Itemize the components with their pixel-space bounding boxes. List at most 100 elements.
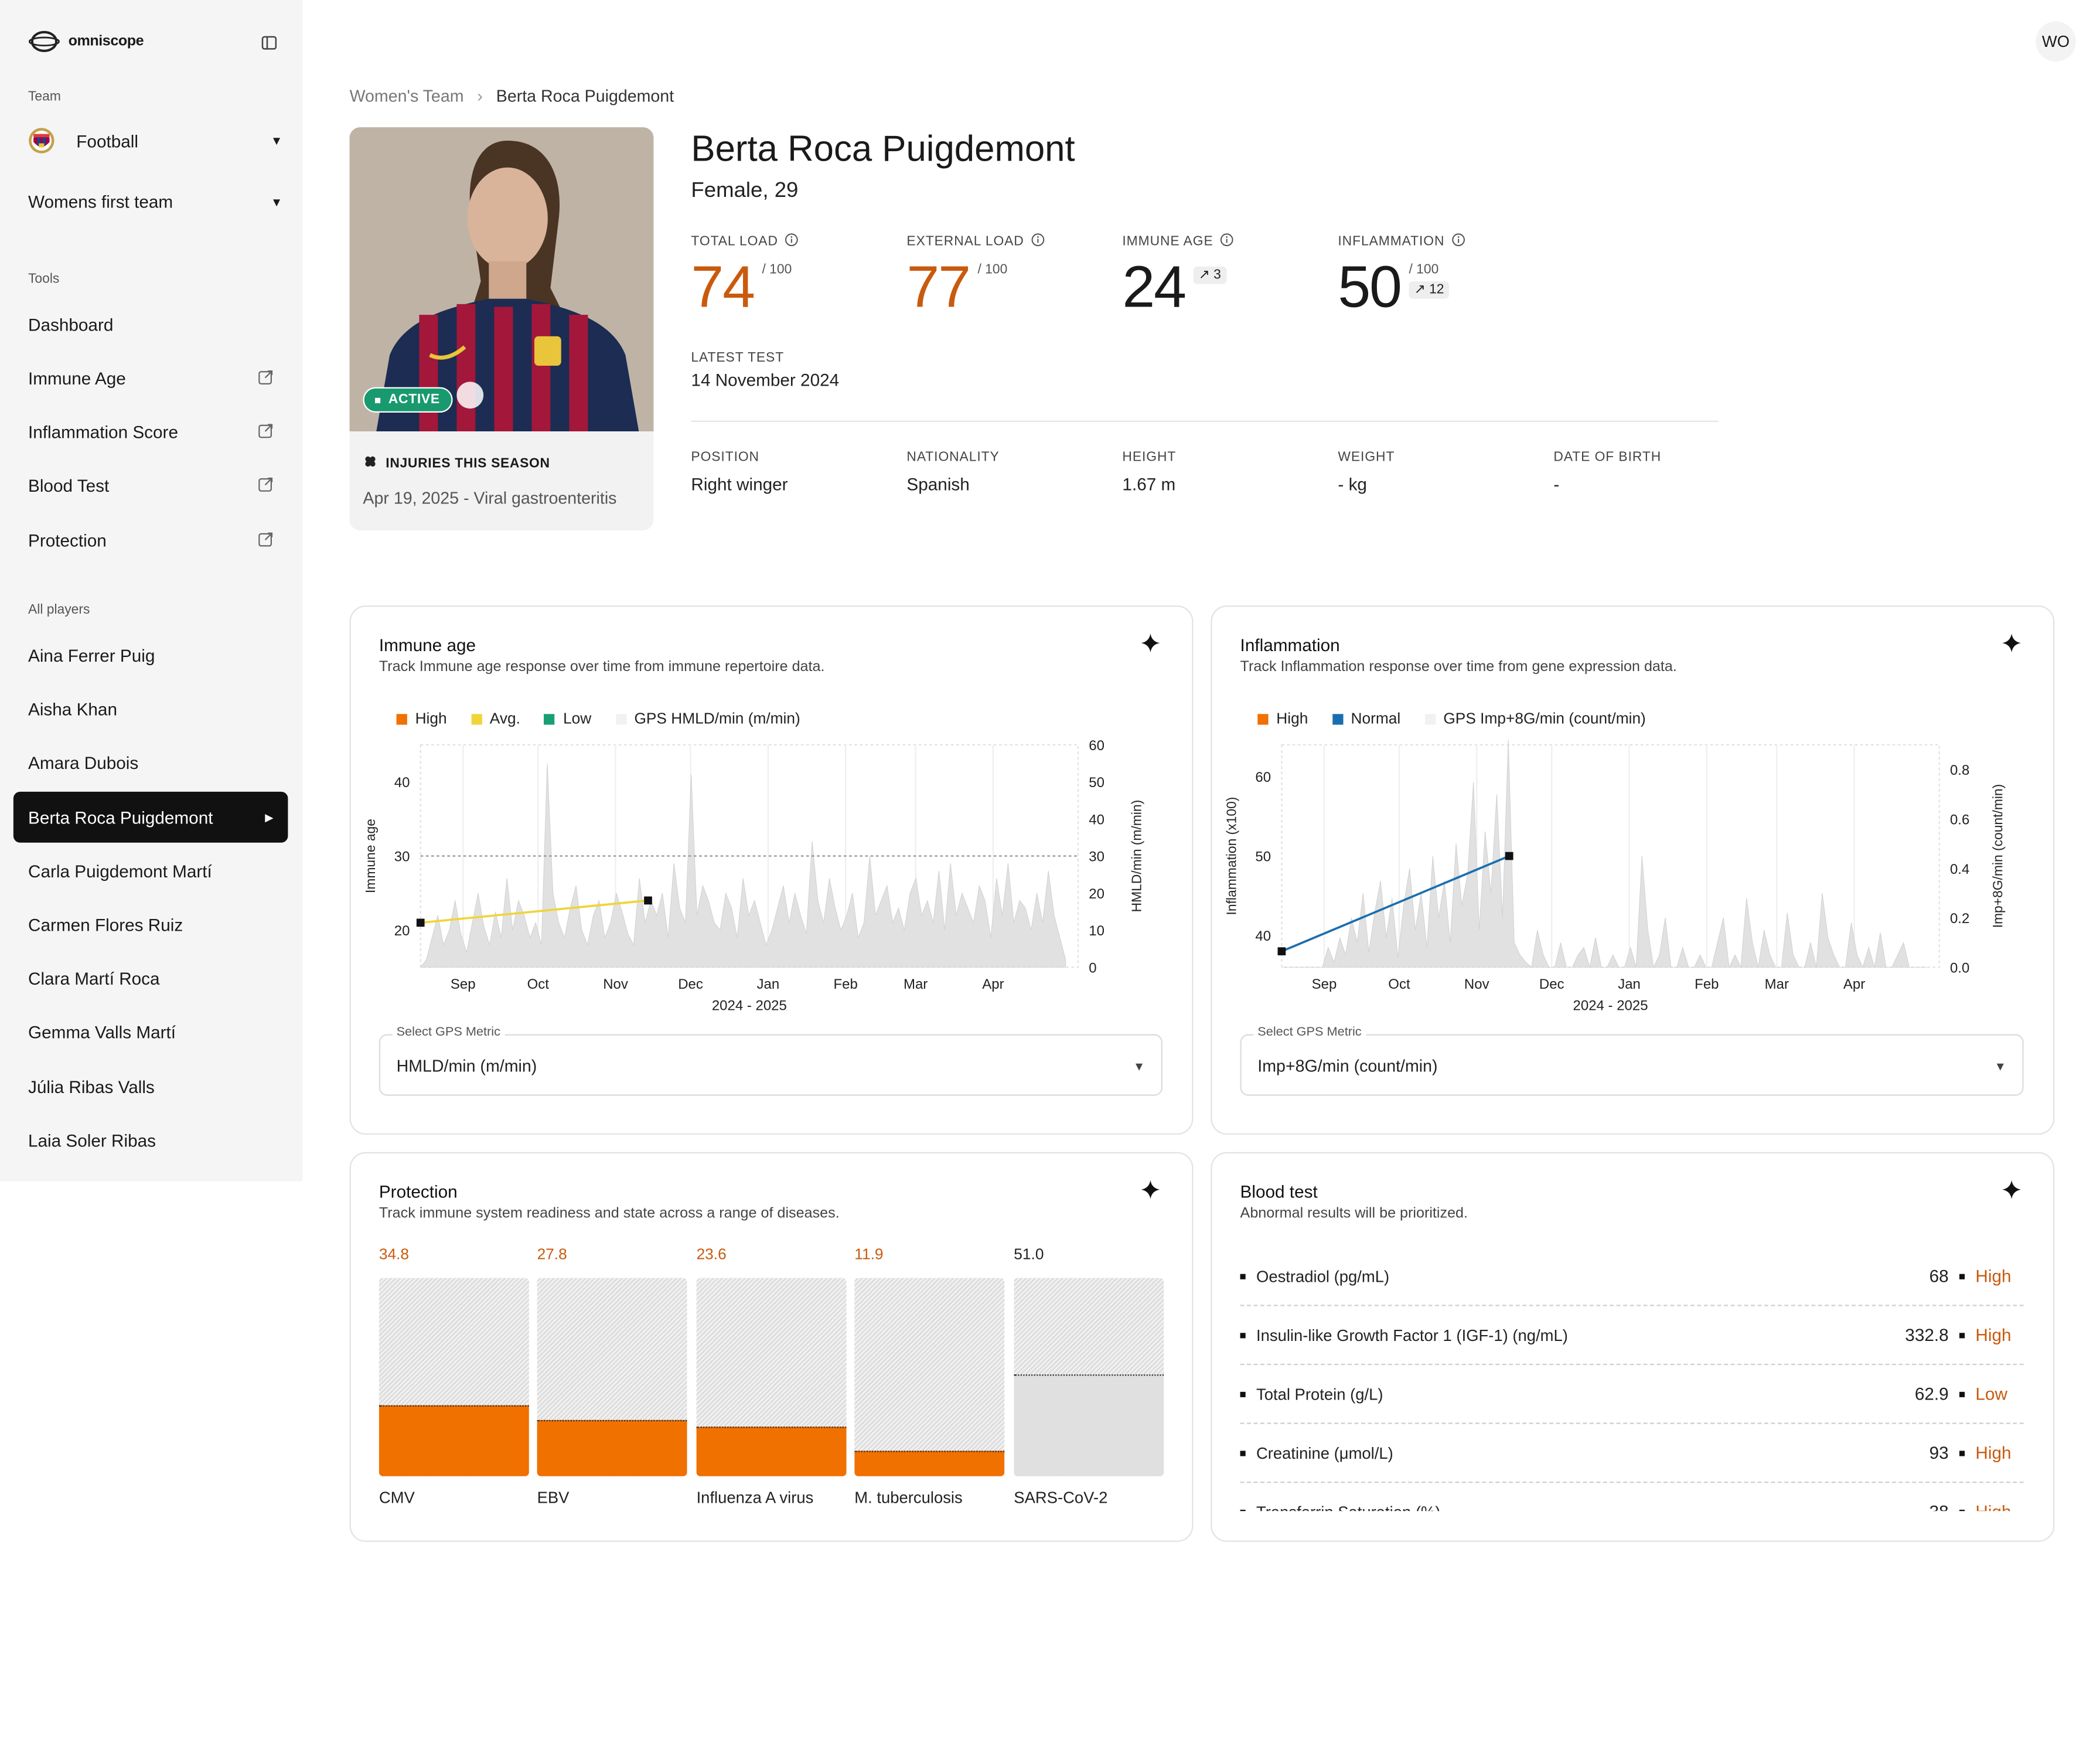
kpi-max: / 100: [1409, 262, 1439, 278]
external-link-icon: [258, 421, 273, 441]
info-icon[interactable]: [1220, 233, 1233, 251]
sidebar-item-label: Amara Dubois: [28, 752, 139, 772]
protection-bar[interactable]: [696, 1278, 847, 1476]
protection-bar[interactable]: [379, 1278, 529, 1476]
chevron-down-icon: ▼: [270, 195, 283, 209]
protection-label: SARS-CoV-2: [1014, 1488, 1108, 1507]
sparkle-icon[interactable]: [2002, 1180, 2021, 1206]
sidebar-item-blood-test[interactable]: Blood Test: [13, 459, 288, 510]
sidebar-item-player[interactable]: Amara Dubois: [13, 737, 288, 788]
card-title: Inflammation: [1240, 635, 1340, 655]
sidebar-item-protection[interactable]: Protection: [13, 515, 288, 566]
protection-label: EBV: [537, 1488, 570, 1507]
protection-value: 23.6: [696, 1247, 727, 1264]
sidebar-item-player-active[interactable]: Berta Roca Puigdemont ▶: [13, 791, 288, 843]
sidebar-item-player[interactable]: Júlia Ribas Valls: [13, 1061, 288, 1112]
x-tick-label: Sep: [1312, 976, 1337, 992]
protection-value: 34.8: [379, 1247, 410, 1264]
sidebar-item-player[interactable]: Gemma Valls Martí: [13, 1006, 288, 1057]
select-value: HMLD/min (m/min): [396, 1057, 537, 1076]
chevron-down-icon: ▼: [1133, 1059, 1146, 1073]
y2-tick-label: 0: [1089, 960, 1096, 976]
sidebar-item-player[interactable]: Carmen Flores Ruiz: [13, 899, 288, 950]
sparkle-icon[interactable]: [1141, 1180, 1160, 1206]
kpi-value: 24: [1122, 254, 1187, 321]
inflammation-chart: 40 50 60 0.0 0.2 0.4 0.6 0.8 Sep Oct Nov Dec Jan Feb M…: [1224, 740, 2005, 1013]
blood-test-row[interactable]: Transferrin Saturation (%) 38 High: [1240, 1483, 2024, 1511]
legend-label: Low: [563, 711, 592, 728]
legend-item[interactable]: Avg.: [471, 712, 520, 727]
legend-item[interactable]: Normal: [1332, 712, 1400, 727]
user-avatar[interactable]: WO: [2036, 21, 2076, 62]
gps-metric-select[interactable]: Select GPS Metric Imp+8G/min (count/min)…: [1240, 1024, 2024, 1096]
kpi-max: / 100: [762, 262, 792, 278]
protection-value: 11.9: [854, 1247, 884, 1264]
sidebar-item-immune-age[interactable]: Immune Age: [13, 352, 288, 403]
blood-test-row[interactable]: Creatinine (μmol/L) 93 High: [1240, 1424, 2024, 1483]
legend-item[interactable]: High: [1257, 712, 1308, 727]
player-photo: [349, 127, 654, 431]
x-tick-label: Feb: [1695, 976, 1719, 992]
legend-item[interactable]: GPS Imp+8G/min (count/min): [1424, 712, 1646, 727]
x-tick-label: Nov: [1464, 976, 1489, 992]
sidebar-item-player[interactable]: Laia Soler Ribas: [13, 1115, 288, 1166]
select-label: Select GPS Metric: [392, 1024, 504, 1040]
protection-bar[interactable]: [1014, 1278, 1164, 1476]
x-tick-label: Jan: [1618, 976, 1641, 992]
gps-metric-select[interactable]: Select GPS Metric HMLD/min (m/min) ▼: [379, 1024, 1162, 1096]
blood-test-status: High: [1975, 1265, 2012, 1286]
club-crest-icon: [29, 128, 54, 154]
info-icon[interactable]: [785, 233, 798, 251]
y-axis-label: Immune age: [363, 819, 378, 893]
y2-axis-label: HMLD/min (m/min): [1129, 800, 1144, 913]
sidebar-item-player[interactable]: Carla Puigdemont Martí: [13, 845, 288, 896]
sidebar-item-inflammation-score[interactable]: Inflammation Score: [13, 406, 288, 457]
card-description: Track Inflammation response over time fr…: [1240, 659, 1677, 675]
blood-test-row[interactable]: Oestradiol (pg/mL) 68 High: [1240, 1247, 2024, 1306]
sidebar-item-label: Gemma Valls Martí: [28, 1021, 176, 1042]
sidebar-item-player[interactable]: Aina Ferrer Puig: [13, 629, 288, 680]
team-selector[interactable]: Football ▼: [28, 126, 282, 155]
blood-test-value: 62.9: [1914, 1384, 1949, 1404]
sidebar-item-label: Aina Ferrer Puig: [28, 645, 155, 665]
blood-test-status: Low: [1975, 1384, 2007, 1404]
blood-test-name: Total Protein (g/L): [1256, 1384, 1383, 1404]
blood-test-row[interactable]: Total Protein (g/L) 62.9 Low: [1240, 1365, 2024, 1424]
blood-test-value: 93: [1929, 1442, 1949, 1463]
sidebar-item-player[interactable]: Clara Martí Roca: [13, 952, 288, 1003]
sidebar-toggle-icon[interactable]: [261, 33, 277, 57]
squad-selector[interactable]: Womens first team ▼: [28, 192, 282, 212]
app-logo[interactable]: omniscope: [28, 29, 144, 53]
blood-test-list[interactable]: Oestradiol (pg/mL) 68 High Insulin-like Gr…: [1212, 1247, 2053, 1511]
kpi-total-load: TOTAL LOAD 74 / 100: [691, 233, 898, 321]
injuries-title-label: INJURIES THIS SEASON: [386, 456, 550, 471]
status-badge: ACTIVE: [363, 387, 454, 413]
attr-value: Spanish: [906, 474, 970, 495]
x-tick-label: Oct: [1388, 976, 1410, 992]
protection-card: Protection Track immune system readiness…: [349, 1152, 1194, 1542]
sidebar-item-dashboard[interactable]: Dashboard: [13, 299, 288, 350]
sidebar-item-player[interactable]: Aisha Khan: [13, 683, 288, 734]
breadcrumb-current: Berta Roca Puigdemont: [496, 87, 674, 106]
info-icon[interactable]: [1451, 233, 1465, 251]
blood-test-name: Creatinine (μmol/L): [1256, 1443, 1393, 1462]
x-tick-label: Mar: [1765, 976, 1789, 992]
info-icon[interactable]: [1031, 233, 1044, 251]
blood-test-row[interactable]: Insulin-like Growth Factor 1 (IGF-1) (ng…: [1240, 1306, 2024, 1366]
chevron-right-icon: ›: [477, 87, 483, 106]
breadcrumb-parent[interactable]: Women's Team: [349, 87, 464, 106]
legend-label: Normal: [1351, 711, 1401, 728]
protection-bar[interactable]: [854, 1278, 1005, 1476]
protection-bar[interactable]: [537, 1278, 687, 1476]
sidebar-item-label: Protection: [28, 529, 107, 550]
legend-item[interactable]: High: [396, 712, 447, 727]
sparkle-icon[interactable]: [2002, 634, 2021, 659]
card-title: Protection: [379, 1181, 458, 1202]
blood-test-card: Blood test Abnormal results will be prio…: [1211, 1152, 2055, 1542]
y-tick-label: 30: [394, 849, 410, 865]
y-tick-label: 50: [1255, 849, 1271, 865]
omniscope-logo-icon: [28, 30, 60, 52]
sparkle-icon[interactable]: [1141, 634, 1160, 659]
legend-item[interactable]: GPS HMLD/min (m/min): [615, 712, 800, 727]
legend-item[interactable]: Low: [544, 712, 591, 727]
